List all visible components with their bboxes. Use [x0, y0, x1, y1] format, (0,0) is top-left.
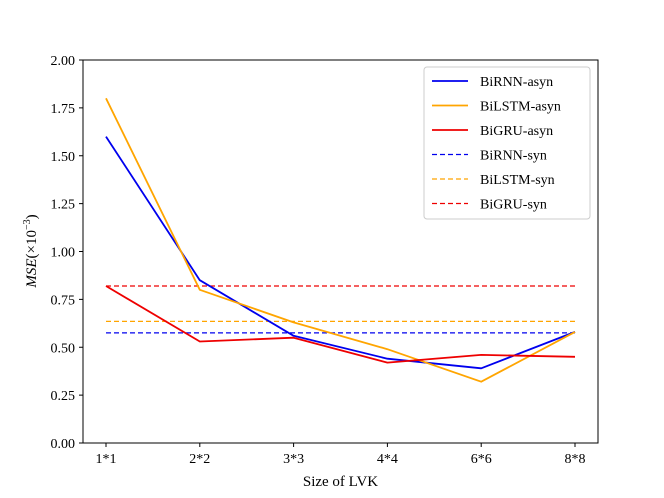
- x-tick-label: 1*1: [96, 452, 117, 467]
- y-axis-title: MSE(×10−3): [22, 214, 40, 288]
- x-axis: 1*1 2*2 3*3 4*4 6*6 8*8: [96, 443, 586, 467]
- y-tick-label: 0.75: [51, 293, 76, 308]
- x-tick-label: 6*6: [471, 452, 492, 467]
- y-tick-label: 1.50: [51, 150, 76, 165]
- series-layer: [105, 97, 576, 383]
- y-axis: 0.00 0.25 0.50 0.75 1.00 1.25 1.50 1.75 2.00: [51, 54, 83, 452]
- x-axis-title: Size of LVK: [303, 474, 378, 490]
- x-tick-label: 3*3: [283, 452, 304, 467]
- y-tick-label: 0.00: [51, 437, 76, 452]
- series-line-bilstm-asyn: [105, 97, 576, 383]
- y-tick-label: 1.75: [51, 102, 76, 117]
- y-axis-title-exponent: −3: [22, 219, 33, 230]
- legend-label-bilstm-asyn: BiLSTM-asyn: [480, 100, 561, 115]
- y-tick-label: 1.00: [51, 246, 76, 261]
- y-axis-title-unit: (×10: [24, 230, 40, 258]
- legend-label-birnn-syn: BiRNN-syn: [480, 149, 547, 164]
- y-tick-label: 2.00: [51, 54, 76, 69]
- legend-label-birnn-asyn: BiRNN-asyn: [480, 75, 553, 90]
- legend-label-bilstm-syn: BiLSTM-syn: [480, 173, 555, 188]
- legend-label-bigru-syn: BiGRU-syn: [480, 198, 547, 213]
- series-line-bigru-asyn: [105, 285, 576, 364]
- legend-label-bigru-asyn: BiGRU-asyn: [480, 124, 553, 139]
- y-tick-label: 0.25: [51, 389, 76, 404]
- x-tick-label: 8*8: [565, 452, 586, 467]
- x-tick-label: 2*2: [189, 452, 210, 467]
- y-tick-label: 1.25: [51, 198, 76, 213]
- y-axis-title-close: ): [24, 214, 40, 219]
- x-tick-label: 4*4: [377, 452, 398, 467]
- legend: BiRNN-asyn BiLSTM-asyn BiGRU-asyn BiRNN-syn…: [423, 66, 591, 220]
- y-tick-label: 0.50: [51, 341, 76, 356]
- legend-entries: BiRNN-asyn BiLSTM-asyn BiGRU-asyn BiRNN-syn…: [432, 75, 561, 213]
- y-axis-title-main: MSE: [24, 258, 40, 288]
